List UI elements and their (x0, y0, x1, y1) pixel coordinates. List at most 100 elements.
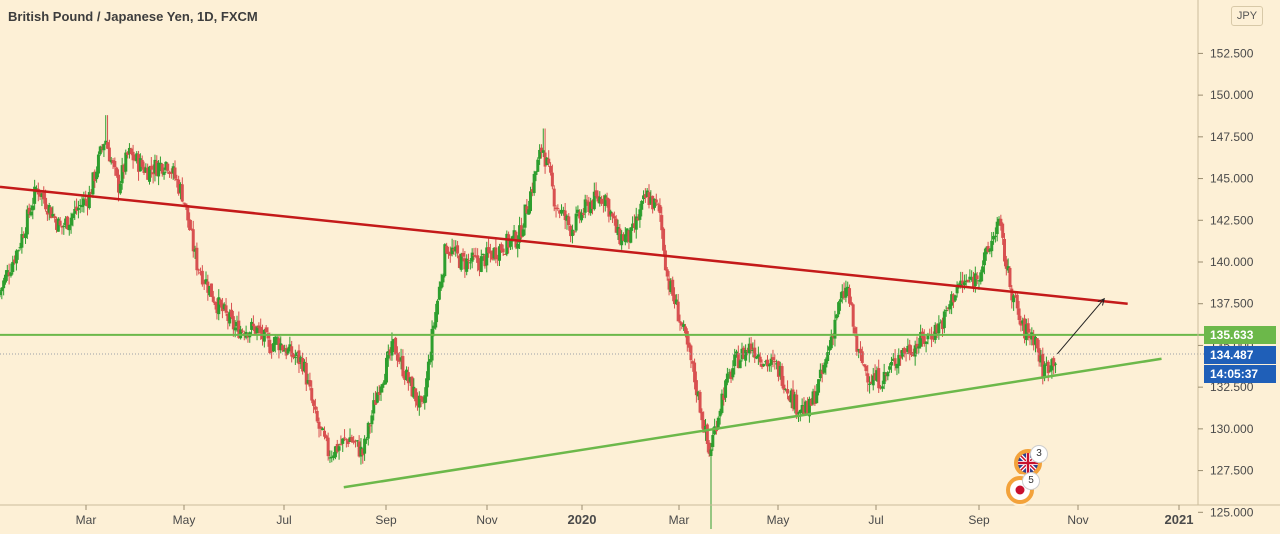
candle (395, 346, 399, 368)
candle (135, 151, 139, 164)
candle (627, 229, 631, 250)
candle (550, 164, 554, 190)
bar-countdown-tag: 14:05:37 (1204, 364, 1276, 383)
candle (14, 249, 18, 271)
candle (840, 284, 844, 304)
candle (18, 242, 22, 251)
candle (363, 435, 367, 461)
candle (561, 206, 565, 216)
candle (663, 244, 667, 271)
candle (558, 209, 562, 219)
candle (197, 268, 201, 275)
candle (76, 200, 80, 219)
candle (474, 247, 478, 259)
candle (38, 192, 42, 200)
support-trendline[interactable] (343, 357, 1162, 489)
candles-layer (0, 115, 1058, 529)
candle (930, 326, 934, 348)
candle (906, 338, 910, 354)
candle (953, 294, 957, 302)
candle (359, 438, 363, 465)
candle (552, 185, 556, 212)
candle (979, 269, 983, 285)
candle (851, 303, 855, 334)
candle (521, 223, 525, 238)
candle (111, 158, 115, 169)
candle (968, 269, 972, 283)
candle (791, 380, 795, 412)
candle (652, 198, 656, 211)
candle (326, 432, 330, 461)
candle (290, 340, 294, 363)
candle (410, 375, 414, 397)
candle (693, 358, 697, 390)
candle (437, 281, 441, 301)
candle (997, 216, 1001, 226)
candle (651, 195, 655, 214)
candle (392, 338, 396, 353)
candle (594, 182, 598, 199)
projection-arrow[interactable] (1056, 297, 1105, 355)
candle (886, 370, 890, 381)
candle (665, 266, 669, 281)
candle (166, 162, 170, 174)
candle (744, 344, 748, 367)
x-tick-label: Mar (76, 513, 97, 527)
candle (570, 224, 574, 244)
candle (118, 180, 122, 195)
candle (102, 143, 106, 158)
candle (702, 411, 706, 433)
candle (578, 209, 582, 224)
candle (698, 389, 702, 414)
candle (955, 281, 959, 298)
candle (527, 200, 531, 215)
candle (155, 155, 159, 177)
candle (208, 285, 212, 297)
candle (147, 165, 151, 185)
candle (297, 344, 301, 373)
candle (581, 208, 585, 218)
candle (922, 329, 926, 347)
candle (678, 314, 682, 331)
candle (106, 115, 110, 150)
candle (614, 215, 618, 233)
candle (129, 147, 133, 156)
candle (685, 328, 689, 352)
candle (477, 258, 481, 277)
candle (180, 177, 184, 203)
japan-event-badge[interactable]: 5 (1004, 472, 1040, 506)
candle (408, 376, 412, 386)
currency-label[interactable]: JPY (1231, 6, 1263, 26)
resistance-trendline[interactable] (0, 185, 1128, 305)
candle (200, 265, 204, 287)
candle (313, 398, 317, 414)
candle (13, 255, 17, 265)
candle (837, 300, 841, 318)
candle (880, 380, 884, 392)
candle (366, 421, 370, 446)
candle (910, 345, 914, 358)
candle (3, 270, 7, 285)
candle (140, 155, 144, 170)
candle (259, 318, 263, 340)
candle (485, 241, 489, 273)
candle (78, 199, 82, 214)
candle (321, 427, 325, 431)
candle (589, 197, 593, 216)
candle (219, 298, 223, 308)
candle (824, 357, 828, 375)
drawings-layer[interactable] (0, 185, 1204, 489)
candle (862, 363, 866, 368)
candle (620, 230, 624, 250)
candle (543, 128, 547, 174)
candle (131, 144, 135, 169)
candle (230, 302, 234, 320)
candle (96, 151, 100, 178)
candle (153, 154, 157, 182)
candle (33, 179, 37, 210)
candle (240, 328, 244, 334)
candle (966, 279, 970, 283)
